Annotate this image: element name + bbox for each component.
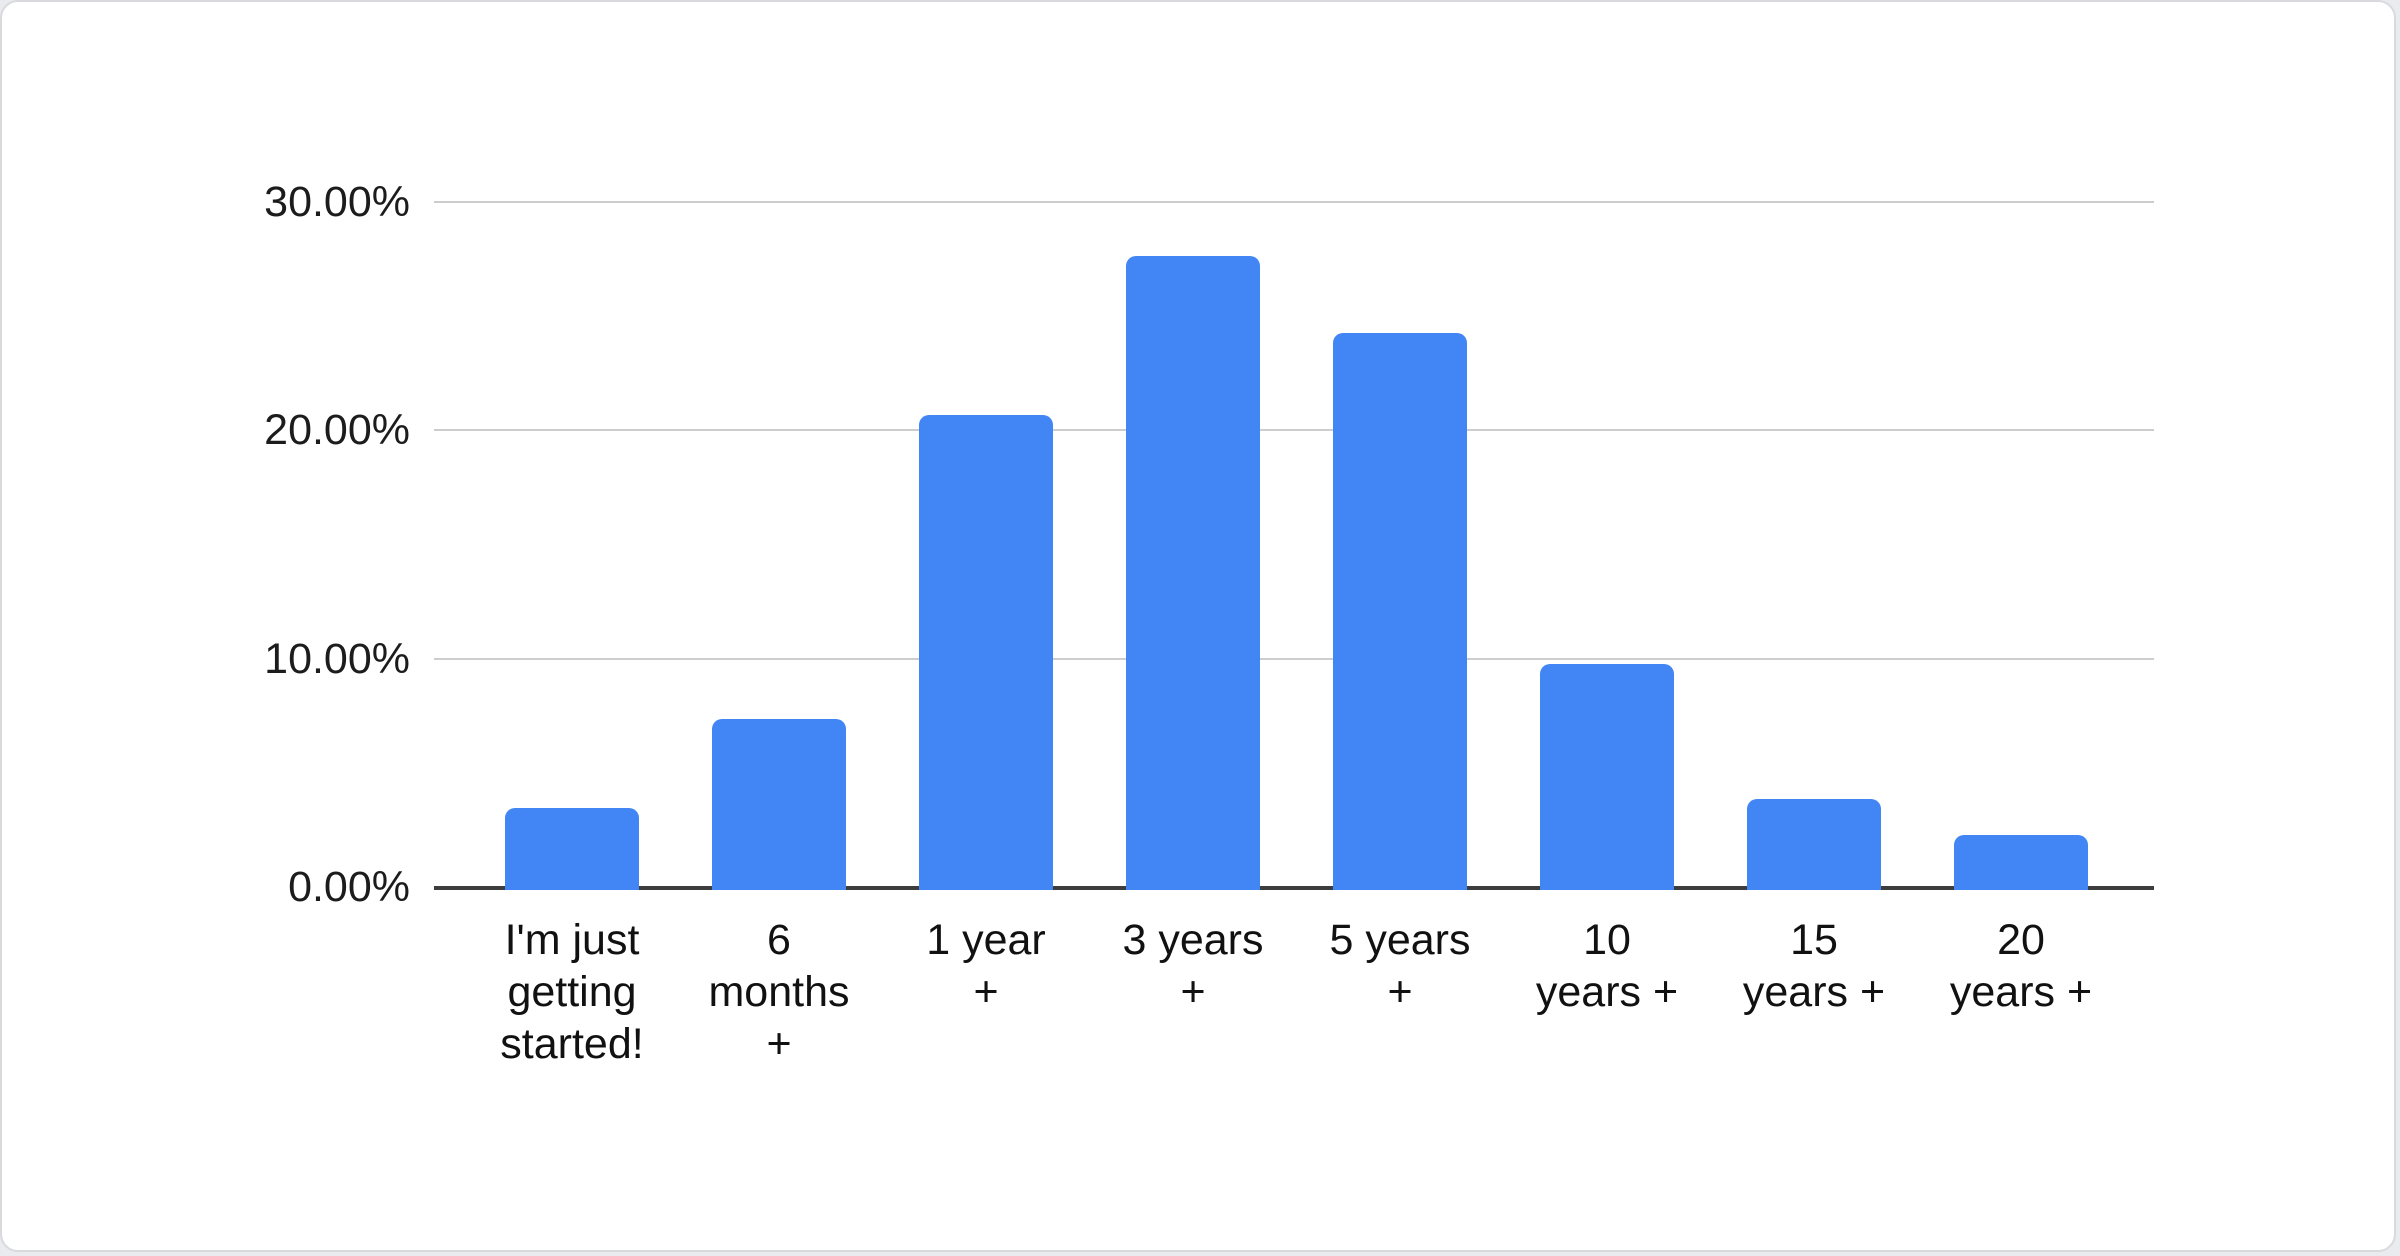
- bar[interactable]: [1540, 664, 1674, 890]
- bar[interactable]: [919, 415, 1053, 890]
- x-axis-label: 15 years +: [1742, 916, 1886, 1016]
- bar[interactable]: [1747, 799, 1881, 890]
- gridline: [434, 429, 2154, 431]
- x-axis-label: I'm just getting started!: [500, 916, 644, 1068]
- x-axis-label: 5 years +: [1329, 916, 1471, 1016]
- y-axis-tick-label: 30.00%: [264, 178, 410, 226]
- x-axis-label: 10 years +: [1535, 916, 1679, 1016]
- x-axis-label: 6 months +: [708, 916, 850, 1068]
- x-axis-label: 1 year +: [926, 916, 1046, 1016]
- x-axis-label: 3 years +: [1122, 916, 1264, 1016]
- y-axis-tick-label: 20.00%: [264, 406, 410, 454]
- x-axis-line: [434, 886, 2154, 890]
- bar[interactable]: [1126, 256, 1260, 890]
- bar[interactable]: [505, 808, 639, 890]
- y-axis-tick-label: 0.00%: [288, 863, 410, 911]
- bar[interactable]: [1954, 835, 2088, 890]
- gridline: [434, 201, 2154, 203]
- bar[interactable]: [1333, 333, 1467, 890]
- gridline: [434, 658, 2154, 660]
- y-axis-tick-label: 10.00%: [264, 635, 410, 683]
- bar[interactable]: [712, 719, 846, 890]
- x-axis-label: 20 years +: [1949, 916, 2093, 1016]
